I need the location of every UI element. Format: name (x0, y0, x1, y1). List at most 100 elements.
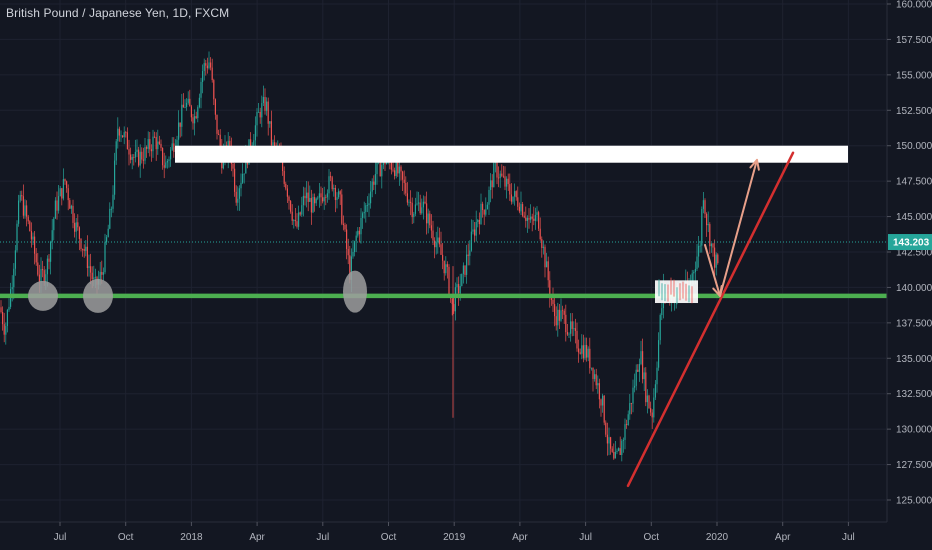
candle-body (546, 261, 548, 268)
candle-body (442, 254, 444, 261)
candle-body (109, 208, 111, 229)
trendline[interactable] (626, 151, 795, 488)
y-tick-label: 137.500 (896, 318, 932, 329)
candle-body (211, 67, 213, 81)
candle-body (523, 215, 525, 218)
resistance-zone[interactable] (175, 145, 848, 163)
candle-body (245, 153, 247, 174)
candle-body (2, 311, 4, 325)
candle-body (202, 71, 204, 82)
candle-body (27, 216, 29, 222)
candle-body (38, 274, 40, 282)
candle-body (115, 141, 117, 161)
candle-body (333, 187, 335, 190)
candle-body (443, 260, 445, 274)
y-tick-label: 125.000 (896, 496, 932, 507)
candle-body (507, 178, 509, 185)
candle-body (629, 403, 631, 415)
candle-body (54, 200, 56, 219)
candle-body (408, 201, 410, 203)
touch-marker-ellipse[interactable] (343, 270, 367, 313)
touch-marker-ellipse[interactable] (83, 278, 113, 313)
candle-body (587, 348, 589, 358)
candle-body (186, 102, 188, 107)
candle-body (5, 326, 7, 335)
candle-body (573, 328, 575, 330)
candle-body (490, 180, 492, 190)
candle-body (200, 81, 202, 98)
candle-body (595, 374, 597, 386)
x-tick-label: Jul (842, 532, 855, 543)
projection-arrow-up[interactable] (719, 158, 758, 297)
candle-body (488, 189, 490, 205)
candle-body (549, 280, 551, 296)
candle-body (61, 188, 63, 199)
candle-body (381, 165, 383, 177)
touch-marker-ellipse[interactable] (28, 280, 58, 311)
candle-body (424, 201, 426, 204)
candle-body (310, 198, 312, 213)
candle-body (126, 132, 128, 150)
candle-body (661, 308, 663, 316)
candle-body (376, 162, 378, 175)
candlestick-series (0, 51, 719, 462)
consolidation-box[interactable] (655, 280, 698, 304)
candle-body (541, 239, 543, 248)
candle-body (173, 143, 175, 152)
candle-body (312, 197, 314, 213)
candle-body (104, 242, 106, 273)
candle-body (302, 195, 304, 206)
candle-body (645, 372, 647, 403)
candle-body (282, 158, 284, 172)
candle-body (616, 450, 618, 452)
candle-body (552, 299, 554, 305)
candle-body (294, 220, 296, 222)
candle-body (286, 188, 288, 197)
candle-body (613, 451, 615, 459)
candle-body (440, 244, 442, 255)
candle-body (29, 221, 31, 232)
candle-body (234, 168, 236, 192)
candle-body (259, 111, 261, 118)
candle-body (150, 149, 152, 152)
candle-body (144, 147, 146, 161)
candle-body (14, 250, 16, 269)
projection-arrow-down[interactable] (704, 243, 721, 297)
candle-body (432, 230, 434, 241)
y-tick-label: 147.500 (896, 177, 932, 188)
candle-body (659, 315, 661, 341)
y-tick-label: 127.500 (896, 460, 932, 471)
candle-body (578, 348, 580, 353)
candle-body (165, 162, 167, 168)
candle-body (542, 246, 544, 248)
candle-body (22, 196, 24, 216)
candle-body (525, 217, 527, 221)
candle-body (203, 63, 205, 72)
candle-body (445, 264, 447, 274)
candle-body (59, 188, 61, 197)
candle-body (11, 287, 13, 290)
candle-body (446, 264, 448, 267)
candle-body (390, 162, 392, 170)
candle-body (418, 202, 420, 204)
candle-body (256, 112, 258, 126)
current-price-label: 143.203 (893, 238, 930, 249)
candle-body (350, 256, 352, 280)
candle-body (646, 395, 648, 403)
x-tick-label: Jul (54, 532, 67, 543)
candle-body (48, 258, 50, 262)
candle-body (322, 197, 324, 202)
candle-body (147, 139, 149, 149)
candle-body (397, 160, 399, 174)
candle-body (622, 439, 624, 441)
candle-body (339, 191, 341, 195)
candle-body (355, 235, 357, 242)
candle-body (114, 160, 116, 195)
candle-body (163, 165, 165, 168)
candle-body (26, 205, 28, 217)
candle-body (19, 195, 21, 201)
candle-body (502, 175, 504, 177)
candle-body (219, 134, 221, 150)
candle-body (43, 270, 45, 282)
